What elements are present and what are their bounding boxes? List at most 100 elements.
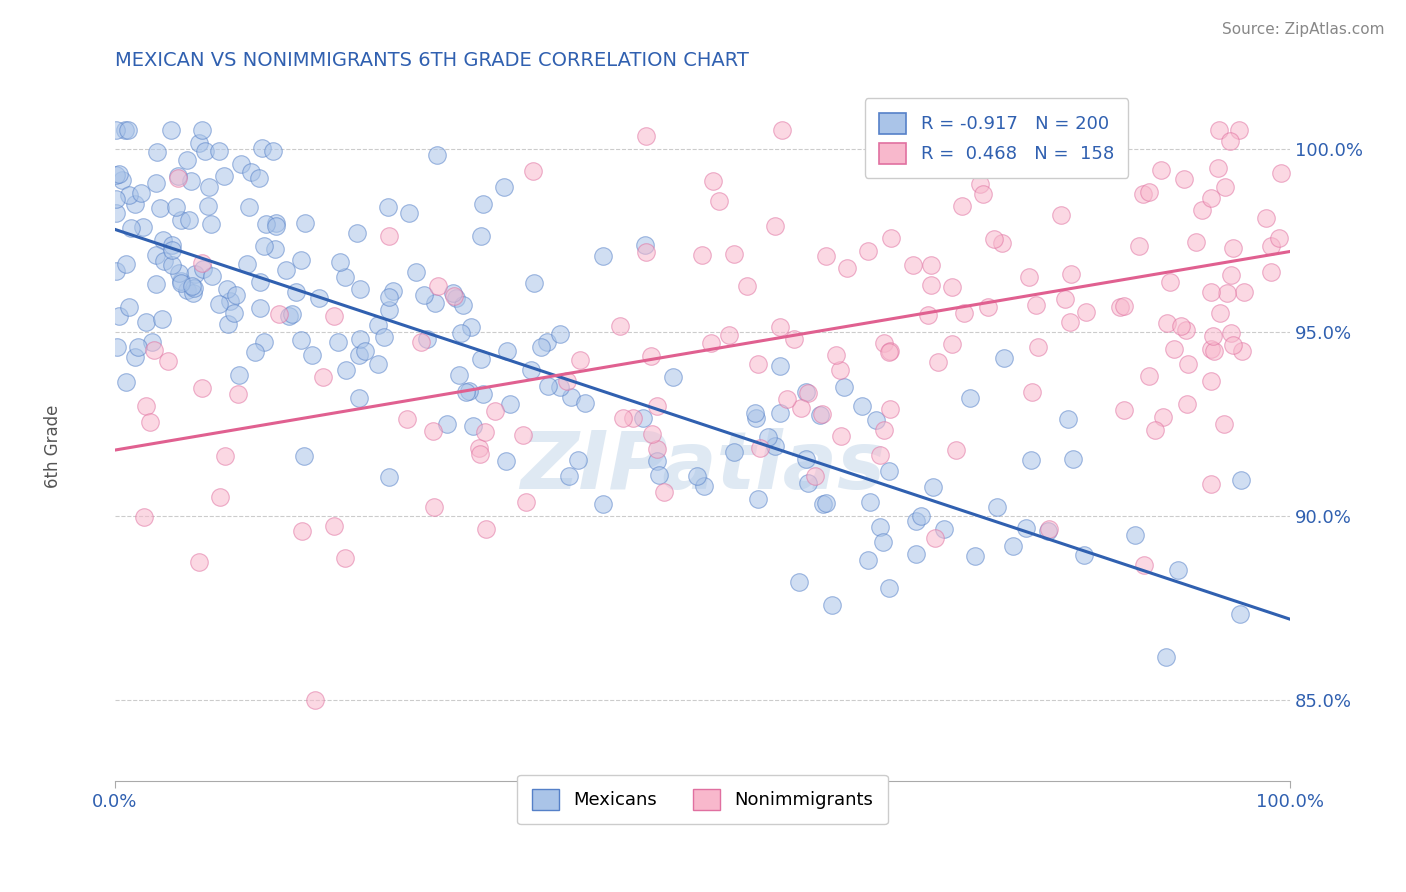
Point (134, 509, 156, 524)
Point (1132, 558, 1154, 573)
Point (903, 258, 925, 272)
Point (1219, 134, 1241, 148)
Point (395, 411, 418, 425)
Point (333, 550, 356, 565)
Point (191, 381, 214, 395)
Point (443, 289, 465, 303)
Point (461, 418, 484, 433)
Point (758, 430, 780, 444)
Point (468, 441, 491, 455)
Point (266, 219, 288, 233)
Point (240, 165, 263, 179)
Point (994, 123, 1017, 137)
Point (921, 480, 943, 494)
Point (188, 555, 211, 569)
Point (250, 141, 273, 155)
Point (744, 406, 766, 420)
Point (217, 282, 239, 296)
Point (322, 309, 344, 323)
Point (484, 404, 506, 418)
Point (284, 285, 307, 300)
Point (194, 144, 217, 158)
Point (1109, 300, 1132, 314)
Point (409, 334, 432, 349)
Point (159, 123, 181, 137)
Point (329, 255, 352, 269)
Point (873, 335, 896, 350)
Point (877, 345, 900, 359)
Point (935, 123, 957, 137)
Point (263, 144, 285, 158)
Point (568, 353, 591, 368)
Point (1220, 268, 1243, 282)
Point (1232, 344, 1254, 359)
Point (228, 368, 250, 382)
Point (349, 348, 371, 362)
Point (1143, 424, 1166, 438)
Point (378, 302, 401, 317)
Point (859, 495, 882, 509)
Point (181, 285, 204, 300)
Point (176, 283, 198, 297)
Point (105, 206, 128, 220)
Point (1114, 403, 1136, 417)
Point (115, 257, 138, 271)
Point (652, 485, 675, 500)
Point (748, 441, 770, 455)
Point (191, 123, 214, 137)
Point (879, 402, 901, 417)
Point (281, 307, 304, 321)
Point (111, 172, 134, 186)
Point (879, 464, 901, 478)
Point (1199, 342, 1222, 356)
Point (398, 206, 420, 220)
Point (152, 254, 174, 268)
Point (1260, 265, 1282, 279)
Point (441, 285, 464, 300)
Point (872, 535, 894, 549)
Point (631, 410, 654, 425)
Point (423, 296, 446, 310)
Point (247, 170, 270, 185)
Point (983, 232, 1005, 246)
Point (690, 248, 713, 262)
Point (1132, 187, 1154, 202)
Point (1254, 211, 1277, 226)
Point (267, 307, 290, 321)
Point (263, 242, 285, 256)
Point (118, 300, 141, 314)
Point (254, 218, 277, 232)
Point (468, 447, 491, 461)
Point (160, 258, 183, 272)
Point (702, 174, 724, 188)
Point (145, 277, 167, 292)
Point (107, 340, 129, 354)
Point (747, 357, 769, 371)
Point (124, 351, 146, 365)
Point (512, 428, 534, 442)
Point (917, 308, 939, 322)
Point (208, 145, 231, 159)
Point (634, 245, 657, 260)
Point (135, 315, 157, 329)
Point (308, 291, 330, 305)
Point (1038, 524, 1060, 538)
Point (1199, 285, 1222, 300)
Point (1062, 451, 1084, 466)
Point (612, 410, 634, 425)
Point (349, 282, 371, 296)
Point (797, 475, 820, 490)
Point (645, 454, 668, 468)
Point (1060, 268, 1083, 282)
Point (723, 247, 745, 261)
Point (519, 363, 541, 377)
Point (498, 397, 520, 411)
Point (1227, 123, 1250, 137)
Point (150, 311, 173, 326)
Point (474, 425, 496, 440)
Point (405, 265, 427, 279)
Point (249, 275, 271, 289)
Point (290, 333, 312, 347)
Point (574, 396, 596, 410)
Point (176, 153, 198, 167)
